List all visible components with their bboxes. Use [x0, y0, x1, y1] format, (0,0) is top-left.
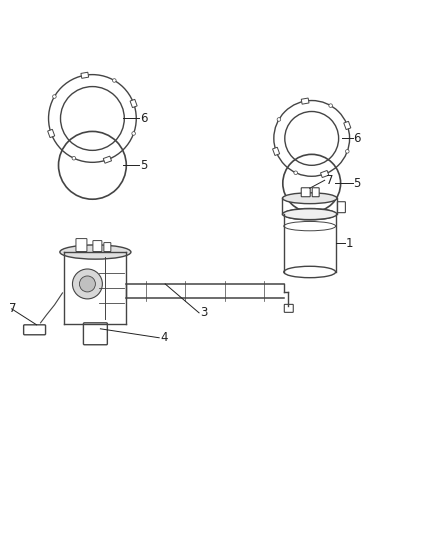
Ellipse shape: [284, 266, 336, 278]
Polygon shape: [103, 156, 112, 163]
FancyBboxPatch shape: [76, 239, 87, 252]
Polygon shape: [130, 99, 137, 108]
FancyBboxPatch shape: [284, 304, 293, 312]
Circle shape: [72, 269, 102, 299]
Ellipse shape: [283, 193, 337, 204]
Circle shape: [113, 79, 116, 82]
FancyBboxPatch shape: [93, 240, 102, 252]
Text: 6: 6: [140, 112, 148, 125]
Polygon shape: [321, 171, 329, 177]
Circle shape: [53, 95, 56, 98]
Polygon shape: [344, 122, 351, 130]
Circle shape: [277, 118, 281, 122]
Circle shape: [294, 171, 297, 174]
Polygon shape: [81, 72, 88, 78]
Text: 1: 1: [346, 237, 353, 249]
Circle shape: [79, 276, 95, 292]
FancyBboxPatch shape: [24, 325, 46, 335]
FancyBboxPatch shape: [337, 201, 346, 213]
Text: 6: 6: [353, 132, 361, 145]
Text: 5: 5: [353, 177, 361, 190]
FancyBboxPatch shape: [312, 188, 319, 197]
FancyBboxPatch shape: [301, 188, 310, 197]
Polygon shape: [48, 130, 55, 138]
Polygon shape: [272, 147, 279, 156]
FancyBboxPatch shape: [104, 243, 111, 252]
Circle shape: [329, 104, 332, 107]
Text: 7: 7: [326, 174, 333, 187]
Text: 3: 3: [200, 306, 208, 319]
FancyBboxPatch shape: [83, 323, 107, 345]
Ellipse shape: [284, 208, 336, 220]
Ellipse shape: [283, 209, 337, 220]
Text: 7: 7: [9, 302, 16, 316]
Circle shape: [72, 156, 76, 160]
Circle shape: [346, 150, 349, 153]
Polygon shape: [301, 98, 309, 104]
Text: 5: 5: [140, 159, 148, 172]
Circle shape: [132, 132, 135, 135]
Ellipse shape: [60, 245, 131, 259]
Text: 4: 4: [160, 332, 168, 344]
